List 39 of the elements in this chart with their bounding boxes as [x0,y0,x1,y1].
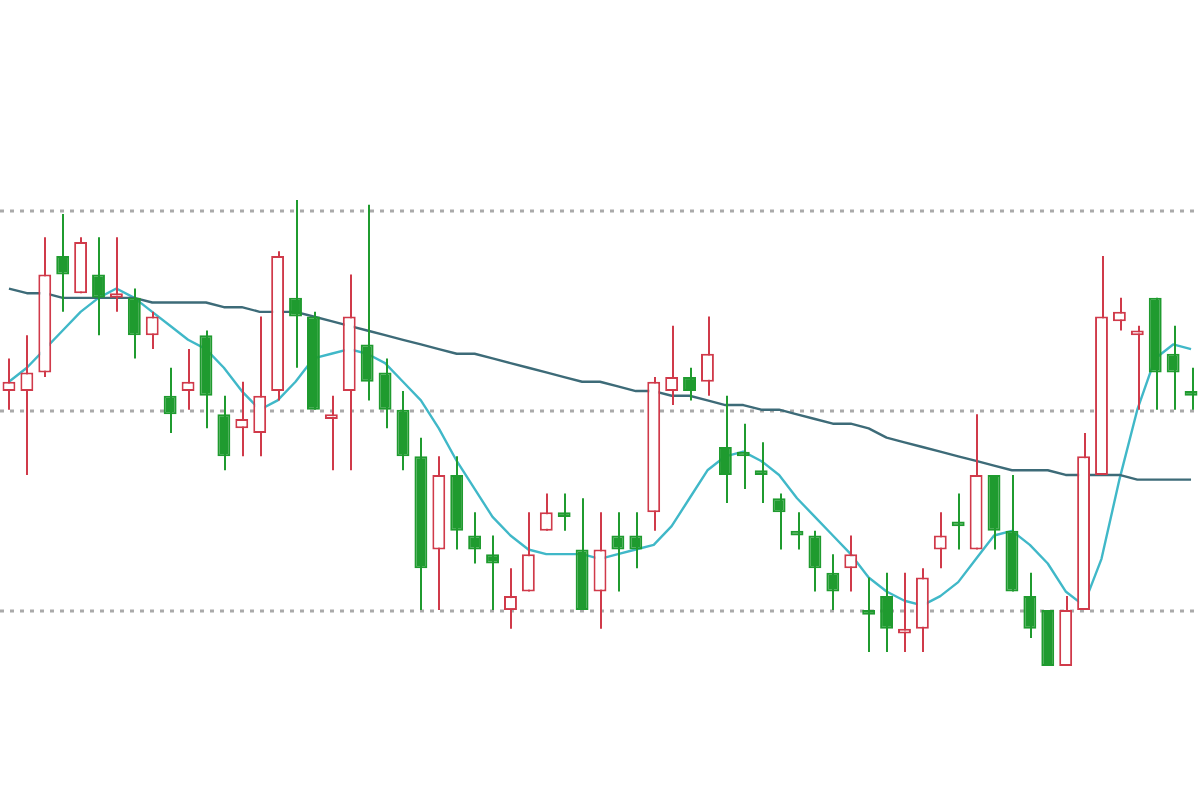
candlestick [862,576,876,654]
candlestick [880,571,894,654]
candlestick [772,492,786,551]
candlestick [1166,324,1180,411]
candlestick [844,534,858,593]
candlestick [92,236,105,337]
candlestick [1023,571,1037,640]
candlestick [253,315,267,458]
candlestick [1112,296,1126,332]
candlestick [557,492,571,532]
candlestick [289,199,302,369]
candlestick [235,380,249,458]
candlestick [915,567,929,654]
candlestick [1184,366,1198,411]
candlestick [20,334,34,476]
candlestick [790,511,804,551]
candlestick [56,212,70,313]
candlestick [1130,324,1144,411]
candlestick [74,236,88,295]
candlestick [378,357,392,430]
candlestick [521,511,535,593]
candlestick [181,348,195,411]
candlestick [468,511,482,565]
candlestick [826,553,840,612]
candlestick [486,534,499,612]
candlestick [718,394,732,504]
candlestick [360,203,374,402]
candlestick [701,315,714,397]
candlestick [109,236,123,313]
candlestick [217,394,231,472]
candlestick [933,511,947,570]
candlestick [611,511,625,593]
candlestick [808,529,822,593]
candlestick [324,394,338,472]
candlestick [163,366,177,434]
candlestick [754,441,768,504]
candlestick [127,287,141,360]
candlestick [629,511,643,570]
candlestick [665,324,679,407]
